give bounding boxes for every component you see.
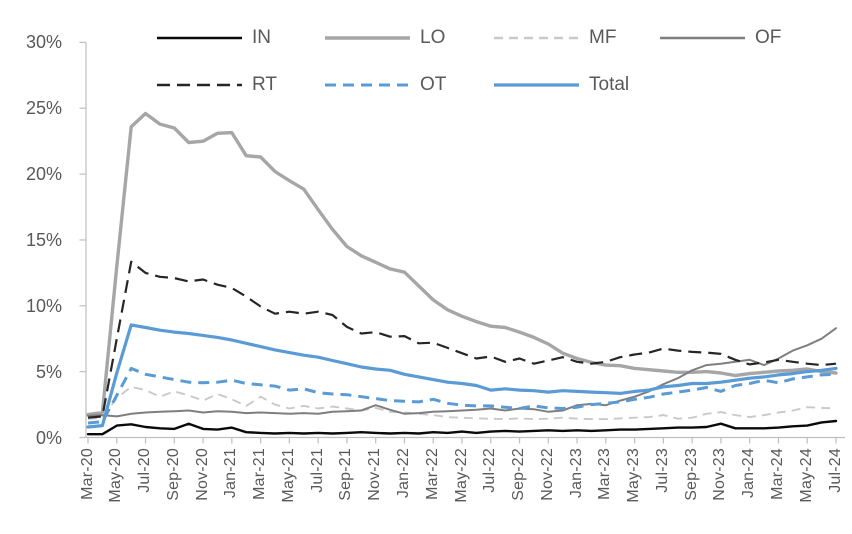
legend-label-total: Total — [589, 74, 630, 95]
y-axis-label-20: 20% — [25, 164, 62, 185]
x-axis-label-jan-22: Jan-22 — [394, 448, 412, 499]
legend-item-total: Total — [494, 74, 629, 96]
series-line-rt — [87, 260, 837, 419]
legend-line-total — [494, 74, 579, 96]
legend-label-rt: RT — [252, 74, 277, 95]
series-line-ot — [87, 366, 837, 425]
series-line-mf — [87, 385, 837, 421]
legend-swatch-svg — [494, 83, 579, 87]
x-axis-label-may-24: May-24 — [797, 448, 815, 503]
y-axis-label-10: 10% — [25, 295, 62, 316]
legend-label-ot: OT — [420, 74, 447, 95]
x-axis-label-nov-22: Nov-22 — [538, 448, 556, 501]
x-axis-label-jan-23: Jan-23 — [567, 448, 585, 499]
y-axis-label-25: 25% — [25, 98, 62, 119]
y-axis-label-0: 0% — [35, 427, 62, 448]
legend-swatch-svg — [660, 36, 745, 40]
legend-swatch-svg — [157, 36, 242, 40]
x-axis-label-nov-20: Nov-20 — [193, 448, 211, 501]
x-axis-label-jul-23: Jul-23 — [653, 448, 671, 493]
series-line-in — [86, 419, 838, 436]
legend-item-in: IN — [157, 27, 271, 49]
x-axis-label-sep-23: Sep-23 — [682, 448, 700, 501]
x-axis-label-jul-20: Jul-20 — [136, 448, 154, 493]
legend-line-of — [660, 27, 745, 49]
x-axis-label-jul-22: Jul-22 — [481, 448, 499, 493]
legend-swatch-svg — [494, 36, 579, 40]
legend-item-lo: LO — [325, 27, 445, 49]
legend-item-mf: MF — [494, 27, 616, 49]
legend-swatch-svg — [325, 83, 410, 87]
x-axis-label-may-20: May-20 — [107, 448, 125, 503]
legend-item-rt: RT — [157, 74, 277, 96]
legend-line-ot — [325, 74, 410, 96]
legend-label-in: IN — [252, 27, 271, 48]
x-axis-label-may-23: May-23 — [625, 448, 643, 503]
y-axis-label-5: 5% — [35, 361, 62, 382]
x-axis-label-sep-20: Sep-20 — [164, 448, 182, 501]
x-axis-label-mar-20: Mar-20 — [78, 448, 96, 500]
x-axis-label-jul-24: Jul-24 — [826, 448, 844, 493]
x-axis-label-sep-21: Sep-21 — [337, 448, 355, 501]
x-axis-label-jan-21: Jan-21 — [222, 448, 240, 499]
x-axis-label-mar-24: Mar-24 — [768, 448, 786, 500]
legend-line-lo — [325, 27, 410, 49]
legend-line-in — [157, 27, 242, 49]
x-axis-label-mar-21: Mar-21 — [251, 448, 269, 500]
x-axis-label-nov-21: Nov-21 — [366, 448, 384, 501]
x-axis-label-nov-23: Nov-23 — [711, 448, 729, 501]
x-axis-label-sep-22: Sep-22 — [510, 448, 528, 501]
legend-item-ot: OT — [325, 74, 446, 96]
legend-item-of: OF — [660, 27, 781, 49]
legend-swatch-svg — [325, 36, 410, 40]
y-axis-label-30: 30% — [25, 32, 62, 53]
legend-label-mf: MF — [589, 27, 617, 48]
series-line-total — [86, 323, 838, 429]
y-axis-label-15: 15% — [25, 230, 62, 250]
legend-line-mf — [494, 27, 579, 49]
x-axis-label-may-22: May-22 — [452, 448, 470, 503]
legend-line-rt — [157, 74, 242, 96]
x-axis-label-may-21: May-21 — [279, 448, 297, 503]
legend-label-of: OF — [755, 27, 782, 48]
x-axis-label-jul-21: Jul-21 — [308, 448, 326, 493]
x-axis-label-mar-23: Mar-23 — [596, 448, 614, 500]
x-axis-label-jan-24: Jan-24 — [740, 448, 758, 499]
series-line-lo — [86, 111, 838, 417]
legend-swatch-svg — [157, 83, 242, 87]
legend-label-lo: LO — [420, 27, 446, 48]
series-line-of — [87, 327, 837, 418]
x-axis-label-mar-22: Mar-22 — [423, 448, 441, 500]
